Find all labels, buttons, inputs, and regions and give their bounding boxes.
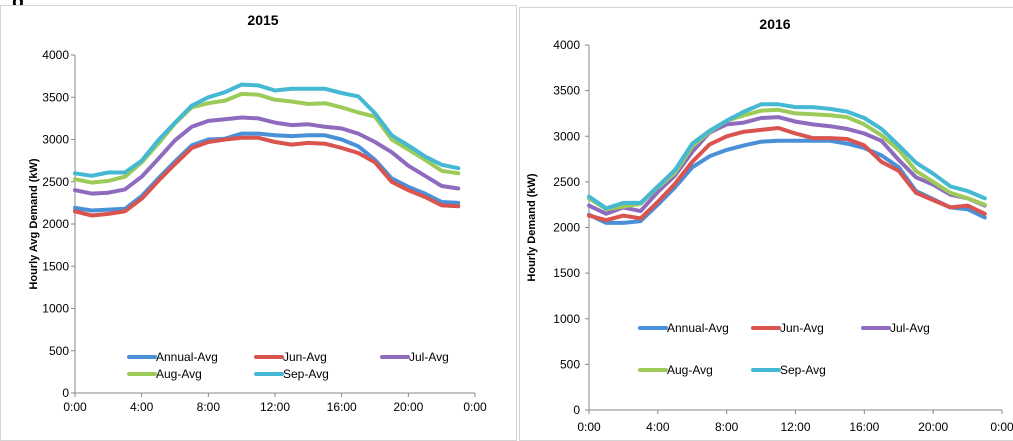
x-tick-label: 8:00 — [197, 400, 221, 414]
x-tick-label: 12:00 — [260, 400, 290, 414]
x-tick-label: 4:00 — [646, 420, 670, 434]
x-tick-label: 16:00 — [327, 400, 357, 414]
chart-title: 2015 — [247, 12, 278, 28]
series-line-sep-avg — [587, 102, 987, 211]
legend-label-sep-avg: Sep-Avg — [283, 367, 329, 381]
y-tick-label: 2500 — [42, 175, 69, 189]
y-tick-label: 2000 — [553, 221, 580, 235]
y-tick-label: 0 — [62, 386, 69, 400]
chart-2016-svg: 2016 Hourly Demand (kW) 0 500 1000 1500 2000 25… — [526, 16, 1013, 434]
y-tick-label: 2000 — [42, 217, 69, 231]
chart-2015: 2015 Hourly Avg Demand (kW) 0 500 1000 1500 20… — [0, 5, 517, 441]
y-axis-label: Hourly Avg Demand (kW) — [28, 158, 40, 290]
legend-label-annual-avg: Annual-Avg — [156, 350, 218, 364]
chart-title: 2016 — [759, 16, 790, 32]
y-tick-label: 1500 — [42, 259, 69, 273]
x-tick-label: 16:00 — [849, 420, 879, 434]
x-tick-label: 8:00 — [715, 420, 739, 434]
x-tick-label: 0:00 — [463, 400, 487, 414]
legend-label-aug-avg: Aug-Avg — [667, 363, 713, 377]
chart-2016: 2016 Hourly Demand (kW) 0 500 1000 1500 2000 25… — [519, 7, 1013, 441]
legend-label-aug-avg: Aug-Avg — [156, 367, 202, 381]
y-tick-label: 500 — [560, 357, 580, 371]
series-line-jun-avg — [587, 126, 987, 223]
x-tick-label: 12:00 — [780, 420, 810, 434]
y-axis-label: Hourly Demand (kW) — [526, 173, 538, 282]
y-tick-label: 500 — [49, 344, 69, 358]
y-tick-label: 3500 — [553, 84, 580, 98]
series-line-jul-avg — [73, 115, 461, 196]
series-line-jul-avg — [587, 115, 987, 216]
y-tick-label: 3000 — [42, 133, 69, 147]
x-tick-label: 0:00 — [990, 420, 1013, 434]
x-tick-label: 0:00 — [577, 420, 601, 434]
y-tick-label: 3500 — [42, 90, 69, 104]
y-tick-label: 4000 — [553, 38, 580, 52]
series-line-jun-avg — [73, 135, 461, 218]
x-tick-label: 20:00 — [393, 400, 423, 414]
x-tick-label: 0:00 — [63, 400, 87, 414]
legend-label-jun-avg: Jun-Avg — [283, 350, 327, 364]
y-tick-label: 1000 — [553, 312, 580, 326]
legend-label-jul-avg: Jul-Avg — [409, 350, 449, 364]
x-tick-label: 20:00 — [918, 420, 948, 434]
series-line-sep-avg — [73, 82, 461, 178]
legend-label-annual-avg: Annual-Avg — [667, 321, 729, 335]
y-tick-label: 3000 — [553, 129, 580, 143]
chart-2015-svg: 2015 Hourly Avg Demand (kW) 0 500 1000 1500 20… — [28, 12, 487, 414]
y-tick-label: 2500 — [553, 175, 580, 189]
legend-label-jun-avg: Jun-Avg — [780, 321, 824, 335]
legend-label-jul-avg: Jul-Avg — [890, 321, 930, 335]
y-tick-label: 4000 — [42, 48, 69, 62]
series-line-annual-avg — [73, 131, 461, 213]
legend-label-sep-avg: Sep-Avg — [780, 363, 826, 377]
x-tick-label: 4:00 — [130, 400, 154, 414]
y-tick-label: 1000 — [42, 302, 69, 316]
y-tick-label: 1500 — [553, 266, 580, 280]
y-tick-label: 0 — [573, 403, 580, 417]
